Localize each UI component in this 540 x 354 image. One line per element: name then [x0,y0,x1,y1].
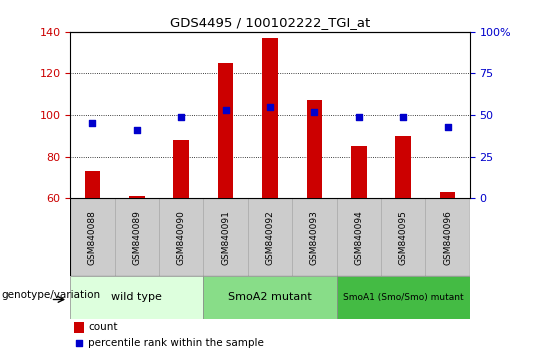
Text: SmoA1 (Smo/Smo) mutant: SmoA1 (Smo/Smo) mutant [343,293,463,302]
Bar [85,171,100,198]
Bar [292,198,336,276]
Bar [114,198,159,276]
Point [310,109,319,115]
Point [88,120,97,126]
Text: GSM840096: GSM840096 [443,210,452,265]
Text: percentile rank within the sample: percentile rank within the sample [88,338,264,348]
Text: GSM840088: GSM840088 [88,210,97,265]
Text: GSM840093: GSM840093 [310,210,319,265]
Text: GSM840095: GSM840095 [399,210,408,265]
Point [75,341,83,346]
Bar [129,196,145,198]
Bar [426,198,470,276]
Bar [248,198,292,276]
Point [443,124,452,130]
Bar [381,198,426,276]
Bar [351,146,367,198]
Bar [159,198,204,276]
Bar [307,101,322,198]
Title: GDS4495 / 100102222_TGI_at: GDS4495 / 100102222_TGI_at [170,16,370,29]
Bar [70,276,204,319]
Text: count: count [88,322,118,332]
Bar [204,276,336,319]
Bar [70,198,114,276]
Point [177,114,186,120]
Bar [262,38,278,198]
Point [132,127,141,133]
Text: GSM840089: GSM840089 [132,210,141,265]
Bar [218,63,233,198]
Text: GSM840092: GSM840092 [266,210,274,264]
Bar [336,276,470,319]
Bar [173,140,189,198]
Bar [440,192,455,198]
Point [266,104,274,110]
Point [221,107,230,113]
Bar [74,322,84,333]
Text: wild type: wild type [111,292,162,302]
Text: GSM840091: GSM840091 [221,210,230,265]
Point [354,114,363,120]
Bar [336,198,381,276]
Bar [204,198,248,276]
Text: SmoA2 mutant: SmoA2 mutant [228,292,312,302]
Text: GSM840090: GSM840090 [177,210,186,265]
Text: GSM840094: GSM840094 [354,210,363,264]
Point [399,114,408,120]
Bar [395,136,411,198]
Text: genotype/variation: genotype/variation [2,290,100,300]
